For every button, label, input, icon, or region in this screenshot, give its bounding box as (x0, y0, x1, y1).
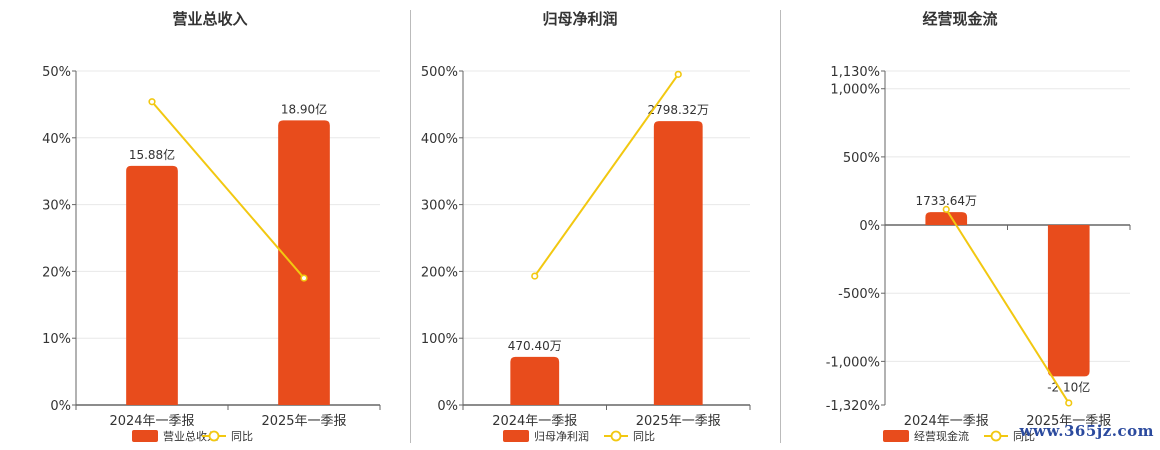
bar-data-label: 1733.64万 (915, 194, 977, 208)
panel-divider (780, 10, 781, 443)
y-tick-label: -1,000% (826, 355, 880, 370)
bar (510, 356, 560, 405)
yoy-point (300, 274, 308, 282)
legend-bar-label: 经营现金流 (914, 429, 969, 443)
y-tick-label: 1,130% (830, 65, 880, 80)
bar-data-label: -2.10亿 (1047, 379, 1090, 394)
bar-data-label: 15.88亿 (129, 147, 175, 162)
y-tick-label: 100% (421, 332, 458, 347)
x-tick-label: 2024年一季报 (492, 414, 577, 429)
bar (925, 212, 968, 226)
legend-line-label: 同比 (633, 430, 655, 443)
watermark-text: www.365jz.com (1019, 422, 1154, 440)
y-tick-label: 40% (42, 132, 71, 147)
y-tick-label: 20% (42, 265, 71, 280)
y-tick-label: 10% (42, 332, 71, 347)
chart-title: 经营现金流 (922, 10, 997, 28)
bar (653, 121, 703, 405)
legend-line-marker (610, 430, 622, 442)
yoy-point (674, 70, 682, 78)
legend-line-marker (208, 430, 220, 442)
bar (1047, 225, 1090, 377)
y-tick-label: 300% (421, 199, 458, 214)
y-tick-label: 0% (437, 399, 458, 414)
bar-data-label: 2798.32万 (647, 103, 709, 117)
legend-bar-swatch (883, 430, 909, 442)
chart-title: 归母净利润 (542, 10, 617, 28)
legend-bar-label: 营业总收入 (163, 429, 218, 443)
legend-line-label: 同比 (231, 430, 253, 443)
legend-line-label: 同比 (1013, 430, 1035, 443)
y-tick-label: 500% (843, 151, 880, 166)
y-tick-label: 0% (859, 219, 880, 234)
y-tick-label: 30% (42, 199, 71, 214)
y-tick-label: 1,000% (830, 83, 880, 98)
x-tick-label: 2025年一季报 (1026, 414, 1111, 429)
bar (126, 165, 178, 405)
y-tick-label: 500% (421, 65, 458, 80)
x-tick-label: 2025年一季报 (636, 414, 721, 429)
panel-divider (410, 10, 411, 443)
y-tick-label: -1,320% (826, 399, 880, 414)
yoy-point (531, 272, 539, 280)
legend-bar-swatch (503, 430, 529, 442)
yoy-point (1065, 399, 1073, 407)
bar (278, 120, 330, 405)
y-tick-label: 200% (421, 265, 458, 280)
bar-data-label: 470.40万 (508, 339, 562, 353)
x-tick-label: 2024年一季报 (109, 414, 194, 429)
y-tick-label: 0% (50, 399, 71, 414)
bar-data-label: 18.90亿 (281, 101, 327, 116)
yoy-line (151, 101, 305, 279)
legend-bar-swatch (132, 430, 158, 442)
legend-line-marker (990, 430, 1002, 442)
yoy-line (945, 208, 1070, 404)
y-tick-label: 400% (421, 132, 458, 147)
y-tick-label: -500% (838, 287, 880, 302)
x-tick-label: 2024年一季报 (904, 414, 989, 429)
chart-title: 营业总收入 (172, 10, 247, 28)
yoy-point (942, 205, 950, 213)
x-tick-label: 2025年一季报 (261, 414, 346, 429)
legend-bar-label: 归母净利润 (534, 429, 589, 443)
yoy-line (533, 73, 680, 277)
y-tick-label: 50% (42, 65, 71, 80)
yoy-point (148, 98, 156, 106)
